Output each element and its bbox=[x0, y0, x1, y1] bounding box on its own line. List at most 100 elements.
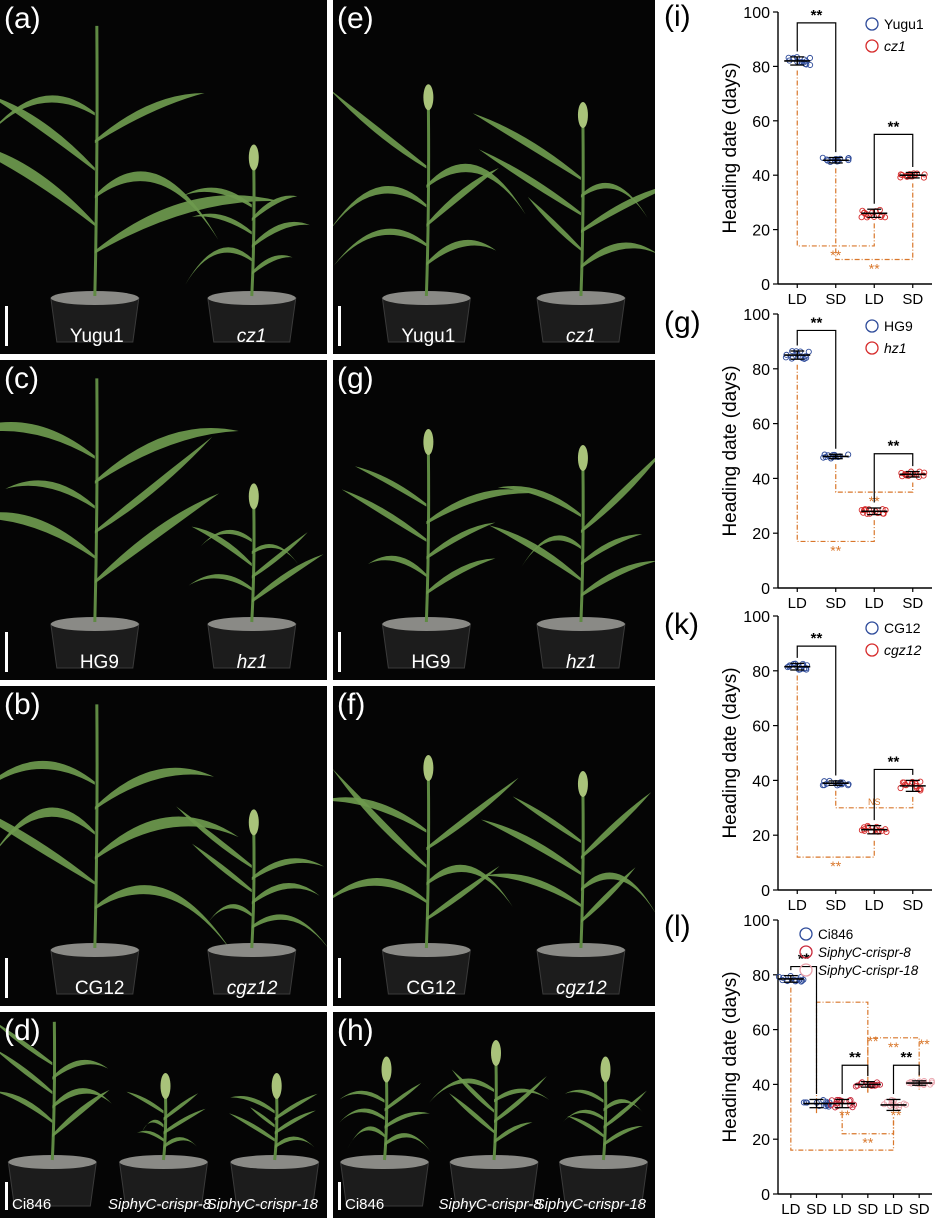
y-tick-label: 80 bbox=[752, 362, 770, 379]
genotype-label: SiphyC-crispr-18 bbox=[206, 1196, 319, 1213]
genotype-label: hz1 bbox=[565, 652, 597, 673]
significance-bracket bbox=[873, 133, 914, 204]
genotype-label: CG12 bbox=[74, 978, 125, 999]
y-tick-label: 20 bbox=[752, 828, 770, 845]
legend-entry: HG9 bbox=[884, 318, 913, 334]
significance-bracket bbox=[873, 768, 914, 821]
y-axis-label: Heading date (days) bbox=[720, 971, 741, 1142]
y-tick-label: 100 bbox=[743, 5, 770, 22]
data-point bbox=[881, 214, 889, 221]
genotype-label: SiphyC-crispr-8 bbox=[438, 1196, 542, 1213]
x-tick-label: LD bbox=[865, 595, 884, 612]
data-point bbox=[903, 172, 910, 180]
x-tick-label: LD bbox=[788, 897, 807, 914]
plant-illustration bbox=[428, 1040, 550, 1207]
photo-panel-d: Ci846 SiphyC-crispr-8 SiphyC-crispr-18 (d) bbox=[0, 1012, 327, 1218]
chart-panel-letter: (l) bbox=[664, 910, 691, 943]
dashed-comparison-bracket bbox=[815, 1001, 869, 1114]
data-point bbox=[927, 1081, 934, 1088]
data-point bbox=[861, 827, 868, 834]
genotype-label: SiphyC-crispr-8 bbox=[108, 1196, 212, 1213]
panel-letter: (g) bbox=[337, 362, 374, 395]
legend-entry: SiphyC-crispr-18 bbox=[818, 963, 919, 978]
y-tick-label: 80 bbox=[752, 968, 770, 985]
panel-letter: (d) bbox=[4, 1014, 41, 1047]
dashed-significance-label: ** bbox=[830, 247, 841, 263]
chart-svg: 0 20 40 60 80 100 LD SD LD SD Heading date (days) *… bbox=[720, 609, 932, 914]
y-tick-label: 60 bbox=[752, 114, 770, 131]
photo-panel-f: CG12 cgz12 (f) bbox=[333, 686, 655, 1006]
significance-label: ** bbox=[811, 630, 823, 647]
legend-entry: SiphyC-crispr-8 bbox=[818, 945, 911, 960]
x-tick-label: SD bbox=[902, 595, 923, 612]
y-tick-label: 20 bbox=[752, 526, 770, 543]
x-tick-label: LD bbox=[788, 291, 807, 308]
data-point bbox=[783, 977, 790, 984]
chart-panel-letter: (i) bbox=[664, 0, 691, 33]
plant-illustration bbox=[338, 1056, 432, 1207]
genotype-label: Ci846 bbox=[345, 1196, 385, 1213]
photo-panel-c: HG9 hz1 (c) bbox=[0, 360, 327, 680]
data-point bbox=[862, 506, 869, 513]
dashed-comparison-bracket bbox=[796, 675, 875, 858]
dashed-significance-label: ** bbox=[830, 858, 841, 874]
y-tick-label: 100 bbox=[743, 307, 770, 324]
y-axis-label: Heading date (days) bbox=[720, 365, 741, 536]
legend-marker bbox=[865, 39, 879, 53]
genotype-label: Yugu1 bbox=[69, 326, 124, 347]
data-point bbox=[836, 781, 843, 788]
data-point bbox=[858, 214, 865, 221]
panel-letter: (e) bbox=[337, 2, 374, 35]
plant-illustration bbox=[176, 806, 327, 995]
genotype-label: cz1 bbox=[565, 326, 596, 347]
genotype-label: Yugu1 bbox=[401, 326, 456, 347]
legend-entry: cgz12 bbox=[884, 642, 922, 658]
significance-label: ** bbox=[811, 314, 823, 331]
data-point bbox=[838, 781, 845, 788]
y-tick-label: 0 bbox=[761, 581, 770, 598]
y-tick-label: 60 bbox=[752, 719, 770, 736]
plant-illustration bbox=[0, 378, 239, 669]
significance-label: ** bbox=[900, 1049, 912, 1066]
dashed-significance-label: ** bbox=[869, 261, 880, 277]
scale-bar bbox=[5, 958, 8, 998]
data-point bbox=[850, 1101, 858, 1108]
legend-marker bbox=[865, 643, 879, 657]
significance-bracket bbox=[892, 1064, 920, 1094]
significance-label: ** bbox=[888, 118, 900, 135]
y-axis-label: Heading date (days) bbox=[720, 62, 741, 233]
significance-label: ** bbox=[888, 753, 900, 770]
photo-panel-b: CG12 cgz12 (b) bbox=[0, 686, 327, 1006]
significance-bracket bbox=[790, 965, 818, 1094]
significance-label: ** bbox=[811, 7, 823, 24]
plant-illustration bbox=[0, 704, 239, 995]
legend-marker bbox=[799, 963, 813, 977]
dashed-significance-label: ** bbox=[830, 542, 841, 558]
photo-panel-a: Yugu1 cz1 (a) bbox=[0, 0, 327, 354]
y-tick-label: 100 bbox=[743, 913, 770, 930]
significance-label: ** bbox=[849, 1049, 861, 1066]
plant-illustration bbox=[0, 25, 279, 343]
y-tick-label: 80 bbox=[752, 59, 770, 76]
genotype-label: HG9 bbox=[79, 652, 119, 673]
genotype-label: SiphyC-crispr-18 bbox=[534, 1196, 647, 1213]
plant-illustration bbox=[229, 1072, 320, 1207]
significance-bracket bbox=[841, 1064, 869, 1094]
y-tick-label: 0 bbox=[761, 1187, 770, 1204]
data-point bbox=[806, 54, 814, 62]
scale-bar bbox=[338, 1182, 341, 1210]
plant-illustration bbox=[341, 429, 538, 669]
genotype-label: HG9 bbox=[411, 652, 451, 673]
dashed-comparison-bracket bbox=[796, 364, 875, 543]
x-tick-label: SD bbox=[857, 1201, 878, 1218]
data-point bbox=[820, 454, 827, 461]
photo-panel-g: HG9 hz1 (g) bbox=[333, 360, 655, 680]
data-point bbox=[904, 173, 911, 180]
dashed-significance-label: ** bbox=[888, 1039, 899, 1055]
x-tick-label: LD bbox=[781, 1201, 800, 1218]
legend-marker bbox=[865, 319, 879, 333]
plant-illustration bbox=[333, 755, 519, 995]
y-tick-label: 60 bbox=[752, 417, 770, 434]
data-point bbox=[899, 779, 906, 786]
legend-marker bbox=[865, 341, 879, 355]
